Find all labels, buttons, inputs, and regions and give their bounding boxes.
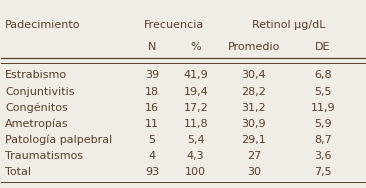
Text: 93: 93	[145, 167, 159, 177]
Text: Frecuencia: Frecuencia	[144, 20, 204, 30]
Text: 17,2: 17,2	[183, 103, 208, 113]
Text: 11: 11	[145, 119, 159, 129]
Text: 6,8: 6,8	[314, 70, 332, 80]
Text: 30: 30	[247, 167, 261, 177]
Text: 19,4: 19,4	[183, 87, 208, 97]
Text: Ametropías: Ametropías	[5, 119, 69, 129]
Text: DE: DE	[315, 42, 330, 52]
Text: 5,4: 5,4	[187, 135, 205, 145]
Text: 5,5: 5,5	[314, 87, 332, 97]
Text: Promedio: Promedio	[228, 42, 280, 52]
Text: 5,9: 5,9	[314, 119, 332, 129]
Text: Traumatismos: Traumatismos	[5, 151, 83, 161]
Text: 39: 39	[145, 70, 159, 80]
Text: 5: 5	[149, 135, 156, 145]
Text: 30,9: 30,9	[242, 119, 266, 129]
Text: 27: 27	[247, 151, 261, 161]
Text: 3,6: 3,6	[314, 151, 332, 161]
Text: 11,9: 11,9	[310, 103, 335, 113]
Text: 31,2: 31,2	[242, 103, 266, 113]
Text: Estrabismo: Estrabismo	[5, 70, 67, 80]
Text: %: %	[190, 42, 201, 52]
Text: 4,3: 4,3	[187, 151, 205, 161]
Text: 29,1: 29,1	[242, 135, 266, 145]
Text: N: N	[148, 42, 156, 52]
Text: 8,7: 8,7	[314, 135, 332, 145]
Text: 28,2: 28,2	[242, 87, 266, 97]
Text: 11,8: 11,8	[183, 119, 208, 129]
Text: Retinol μg/dL: Retinol μg/dL	[251, 20, 325, 30]
Text: 41,9: 41,9	[183, 70, 208, 80]
Text: 4: 4	[149, 151, 156, 161]
Text: Congénitos: Congénitos	[5, 102, 68, 113]
Text: Padecimiento: Padecimiento	[5, 20, 81, 30]
Text: Conjuntivitis: Conjuntivitis	[5, 87, 75, 97]
Text: 100: 100	[185, 167, 206, 177]
Text: 18: 18	[145, 87, 159, 97]
Text: Total: Total	[5, 167, 31, 177]
Text: 16: 16	[145, 103, 159, 113]
Text: 30,4: 30,4	[242, 70, 266, 80]
Text: 7,5: 7,5	[314, 167, 332, 177]
Text: Patología palpebral: Patología palpebral	[5, 135, 112, 145]
